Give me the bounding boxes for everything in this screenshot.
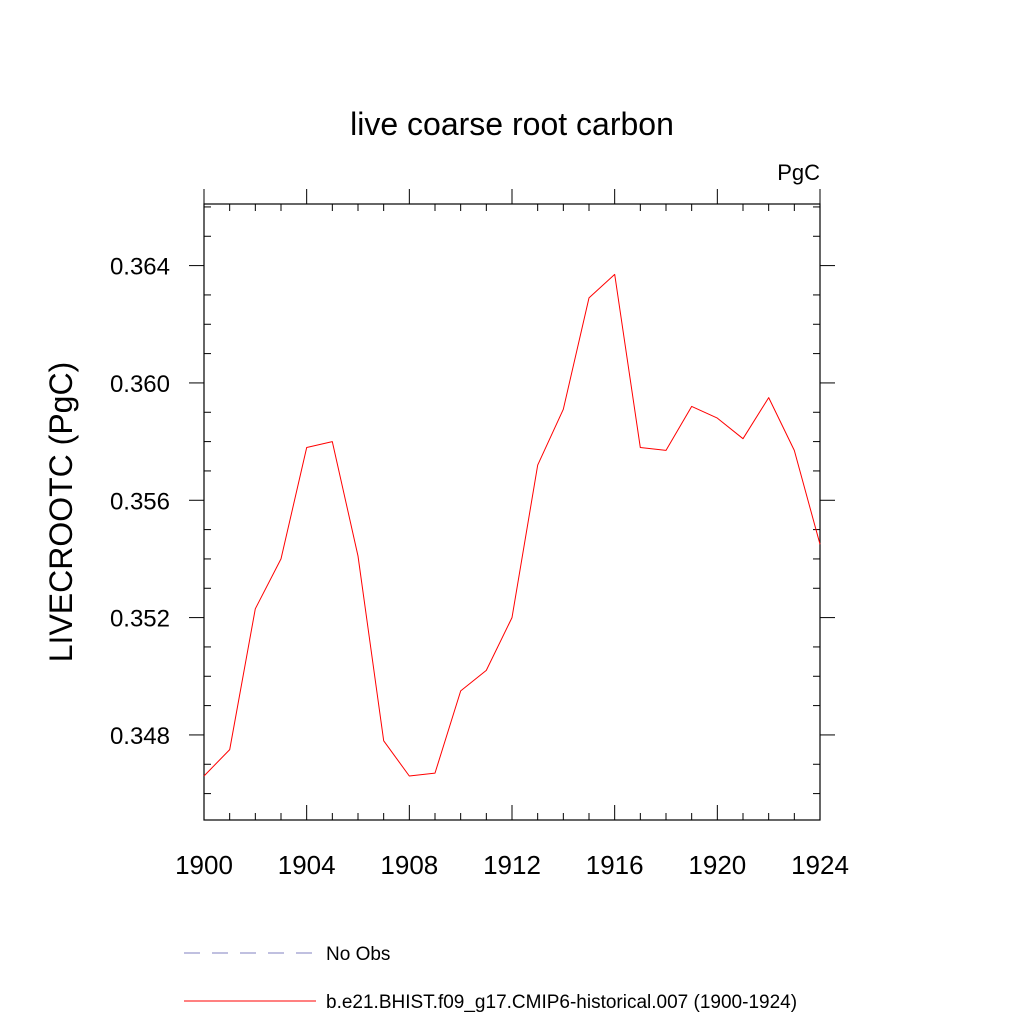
series-line [203,273,821,777]
y-tick-label: 0.356 [110,488,170,515]
series-layer [203,273,821,777]
axis-ticks: 1900 1904 1908 1912 1916 1920 1924 0.348 0.352 0.… [110,189,849,880]
x-tick-label: 1900 [175,850,233,880]
legend-label-historical: b.e21.BHIST.f09_g17.CMIP6-historical.007… [326,992,797,1013]
x-tick-label: 1924 [791,850,849,880]
plot-frame [203,203,821,821]
chart-title: live coarse root carbon [350,106,674,142]
legend: No Obs b.e21.BHIST.f09_g17.CMIP6-histori… [184,944,797,1013]
y-tick-label: 0.360 [110,371,170,398]
x-tick-label: 1904 [278,850,336,880]
y-tick-label: 0.352 [110,606,170,633]
y-tick-label: 0.348 [110,723,170,750]
y-tick-label: 0.364 [110,254,170,281]
x-tick-label: 1912 [483,850,541,880]
x-tick-label: 1920 [688,850,746,880]
y-axis-label: LIVECROOTC (PgC) [43,362,79,662]
x-tick-label: 1916 [586,850,644,880]
units-label: PgC [777,160,820,185]
x-tick-label: 1908 [380,850,438,880]
legend-label-no-obs: No Obs [326,944,390,965]
